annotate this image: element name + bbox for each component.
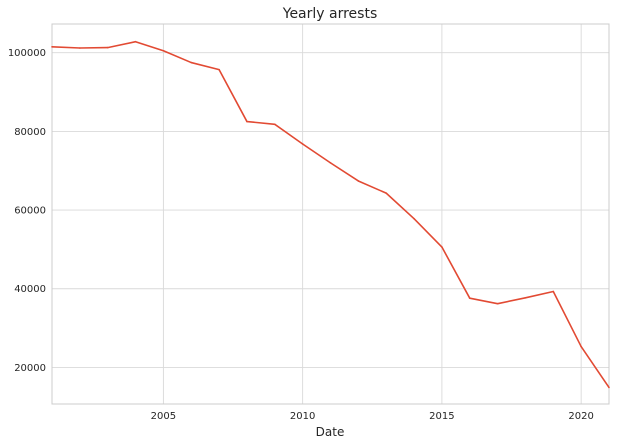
data-point (413, 217, 415, 220)
grid-lines (52, 24, 609, 404)
data-point (524, 296, 527, 299)
y-tick-label: 80000 (14, 127, 46, 138)
data-point (106, 46, 109, 49)
y-tick-label: 60000 (14, 206, 46, 217)
data-point (51, 46, 53, 48)
data-point (468, 297, 471, 299)
data-point (329, 162, 332, 164)
data-point (496, 302, 499, 305)
data-point (190, 61, 193, 64)
y-tick-label: 20000 (14, 363, 46, 374)
series-line-0 (51, 40, 610, 388)
plot-frame (51, 23, 610, 405)
x-axis-label: Date (316, 425, 345, 439)
tick-labels: 2005 2010 2015 2020 20000 40000 60000 80000 1000… (8, 48, 594, 422)
x-tick-label: 2010 (290, 411, 315, 422)
x-tick-label: 2005 (151, 411, 176, 422)
data-point (218, 68, 220, 71)
data-point (552, 290, 555, 293)
data-point (301, 143, 304, 145)
data-point (246, 120, 248, 123)
data-point (274, 123, 276, 126)
data-point (385, 192, 388, 194)
y-tick-label: 100000 (8, 48, 46, 59)
series-layer (51, 40, 610, 389)
data-point (134, 40, 137, 43)
data-point (79, 47, 81, 49)
x-tick-label: 2020 (568, 411, 593, 422)
chart-title: Yearly arrests (282, 6, 378, 22)
x-tick-label: 2015 (429, 411, 454, 422)
data-point (580, 345, 582, 348)
data-point (608, 386, 610, 389)
y-tick-label: 40000 (14, 284, 46, 295)
data-point (441, 246, 443, 248)
data-point (162, 49, 165, 52)
data-point (357, 180, 360, 182)
